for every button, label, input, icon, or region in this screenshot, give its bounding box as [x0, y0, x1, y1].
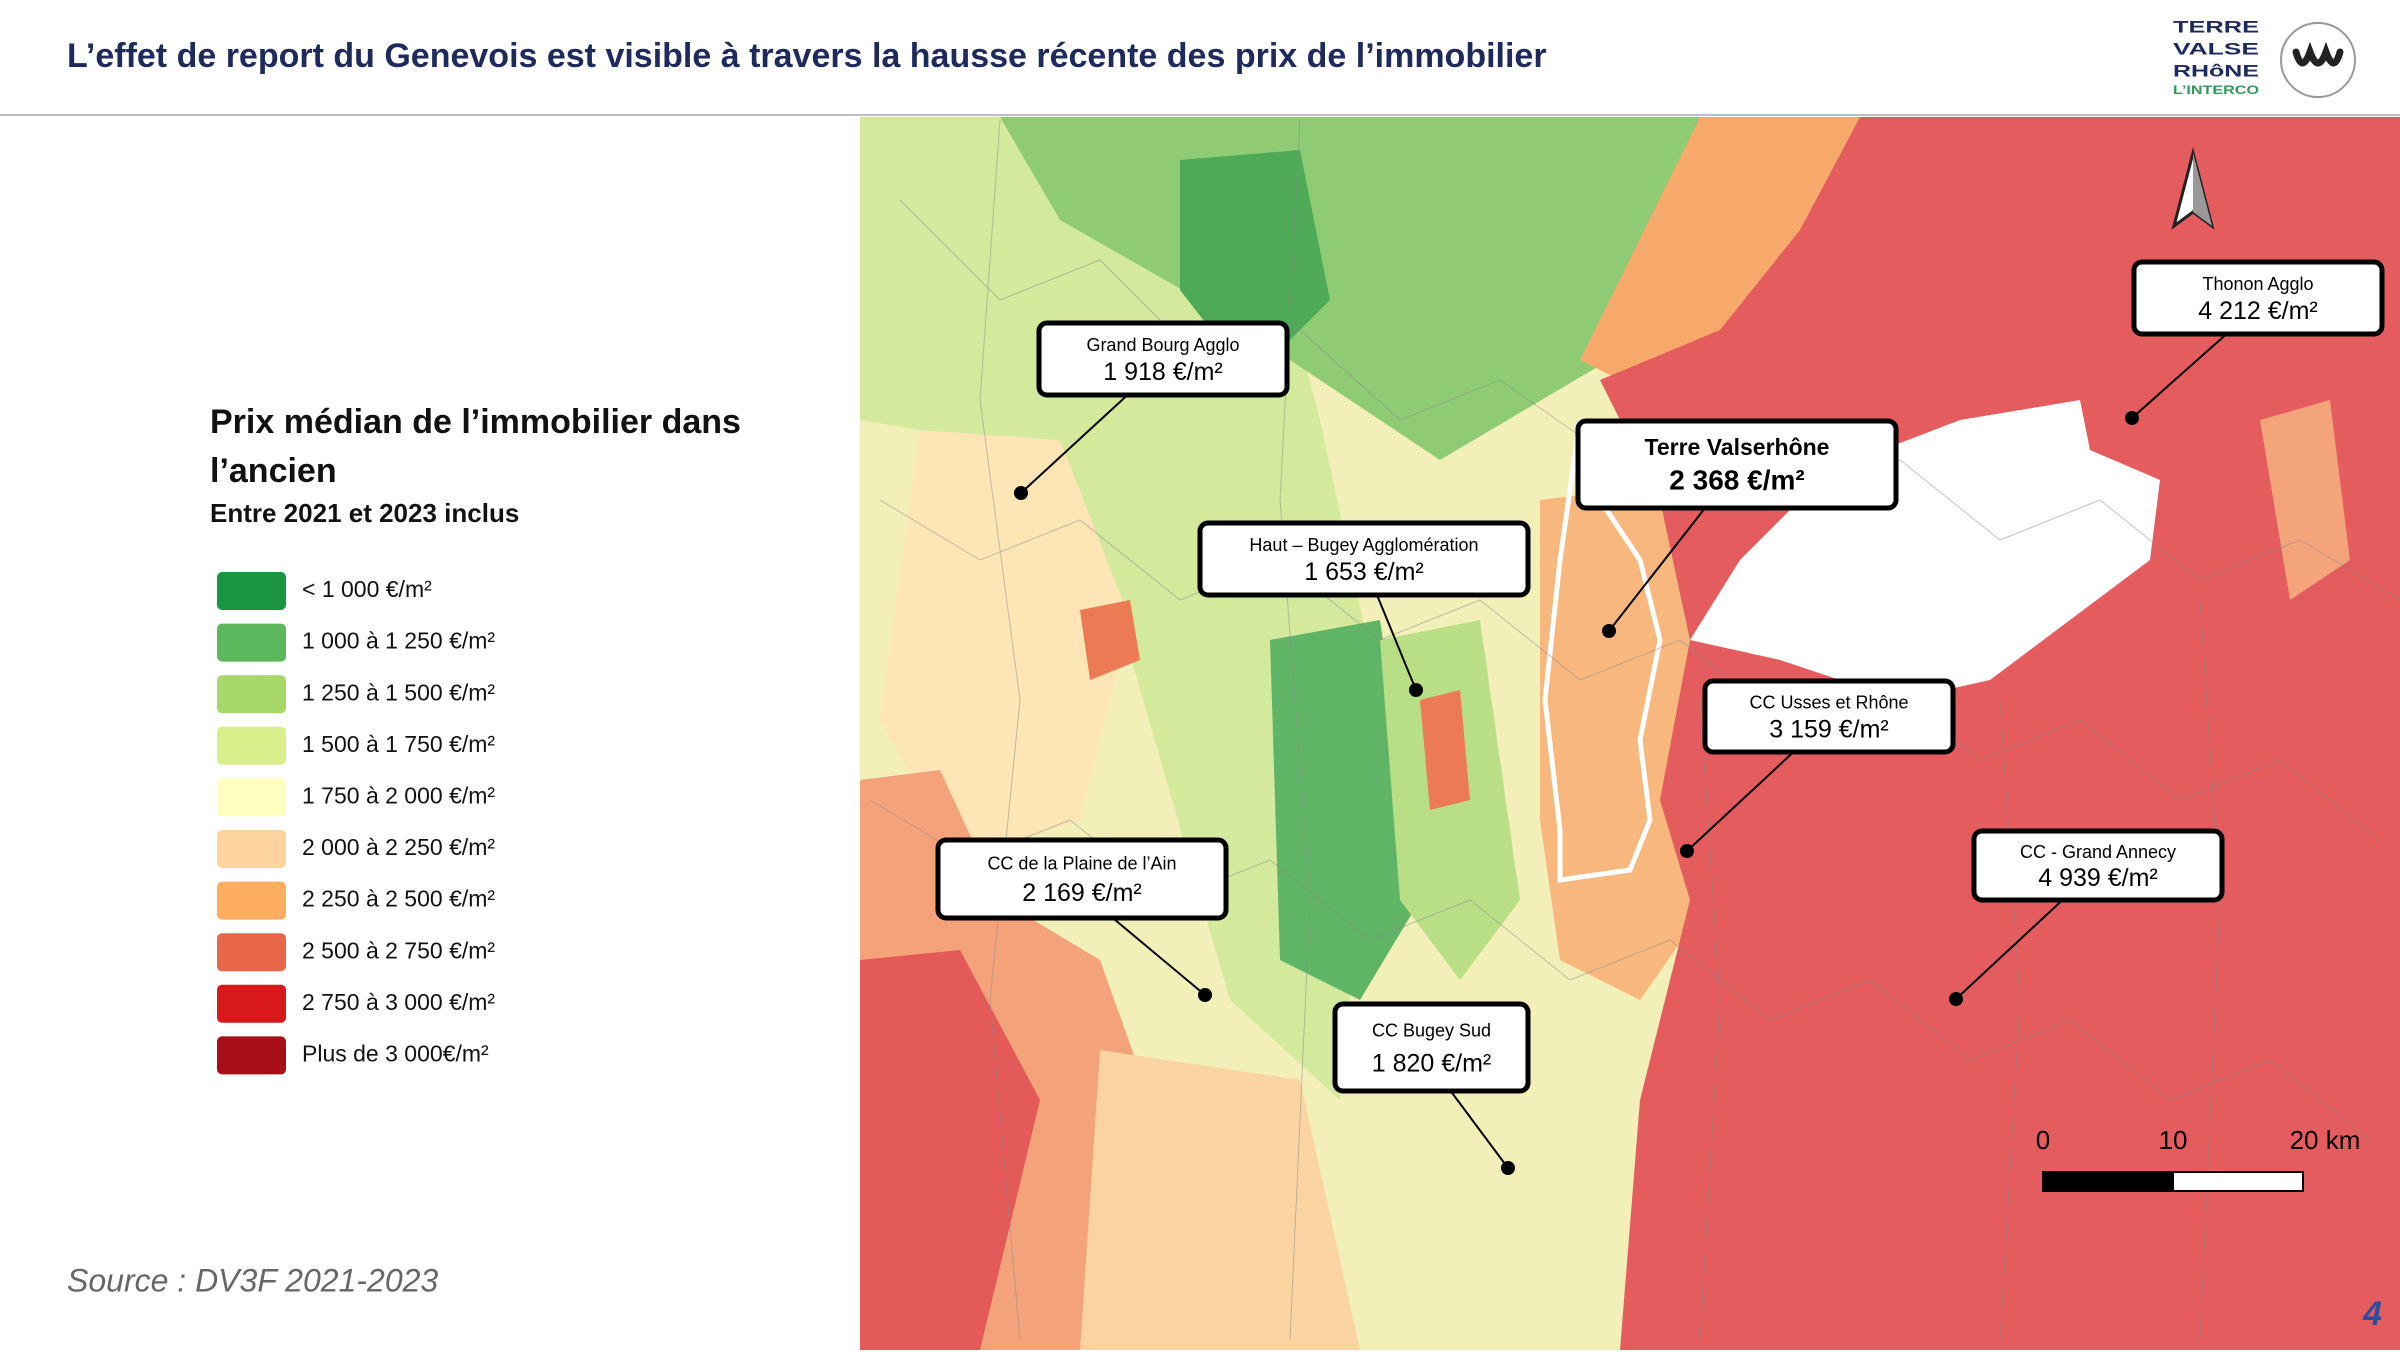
callout-value: 2 368 €/m²	[1669, 464, 1804, 495]
map-zone	[860, 950, 1040, 1350]
legend-label: 2 750 à 3 000 €/m²	[302, 989, 495, 1015]
callout-value: 1 918 €/m²	[1103, 358, 1223, 386]
map-zone	[1580, 117, 1900, 380]
callout-name: CC Usses et Rhône	[1749, 692, 1908, 712]
slide-title: L’effet de report du Genevois est visibl…	[67, 37, 1547, 75]
map-zone	[1540, 480, 1710, 1000]
callout-name: Grand Bourg Agglo	[1086, 335, 1239, 355]
leader-line	[1686, 751, 1795, 852]
callout-box	[1971, 828, 2225, 903]
legend-swatch	[217, 881, 286, 920]
callout-name: Terre Valserhône	[1645, 434, 1830, 460]
territory-outline	[1542, 419, 1663, 883]
map-zone	[2260, 400, 2350, 600]
callout-name: Haut – Bugey Agglomération	[1249, 535, 1478, 555]
location-dot	[1014, 486, 1028, 500]
callout-box	[1197, 520, 1531, 598]
legend-swatch	[217, 984, 286, 1023]
legend-label: Plus de 3 000€/m²	[302, 1040, 489, 1066]
callout-name: Thonon Agglo	[2202, 274, 2313, 294]
logo-text: RHôNE	[2173, 61, 2259, 80]
callout-box	[1332, 1001, 1531, 1094]
callout-value: 2 169 €/m²	[1022, 879, 1142, 907]
map-zone	[1080, 600, 1140, 680]
location-dot	[1501, 1161, 1515, 1175]
legend-label: < 1 000 €/m²	[302, 576, 432, 602]
legend-label: 1 000 à 1 250 €/m²	[302, 628, 495, 654]
location-dot	[1198, 988, 1212, 1002]
legend-title: Prix médian de l’immobilier dans	[210, 403, 741, 441]
legend: Prix médian de l’immobilier dans l’ancie…	[210, 403, 741, 1075]
legend-label: 1 500 à 1 750 €/m²	[302, 731, 495, 757]
legend-swatch	[217, 778, 286, 817]
leader-line	[1955, 899, 2064, 1000]
legend-swatch	[217, 572, 286, 610]
callout-name: CC Bugey Sud	[1372, 1021, 1491, 1041]
north-arrow	[2193, 153, 2212, 226]
scale-label: 0	[2036, 1125, 2050, 1155]
location-dot	[1602, 624, 1616, 638]
map: 0 10 20 km Grand Bourg Agglo 1 918 €/m² Te…	[860, 117, 2400, 1350]
legend-swatch	[217, 933, 286, 972]
logo-text: VALSE	[2173, 39, 2259, 58]
legend-swatch	[217, 623, 286, 662]
callouts: Grand Bourg Agglo 1 918 €/m² Terre Valserh…	[935, 259, 2385, 1175]
legend-label: 1 750 à 2 000 €/m²	[302, 782, 495, 808]
callout-value: 1 653 €/m²	[1304, 558, 1424, 586]
scale-label: 20 km	[2290, 1125, 2361, 1155]
leader-line	[1449, 1090, 1509, 1169]
legend-label: 1 250 à 1 500 €/m²	[302, 679, 495, 705]
logo-text: L’INTERCO	[2173, 83, 2259, 97]
source: Source : DV3F 2021-2023	[67, 1262, 438, 1298]
location-dot	[1409, 683, 1423, 697]
legend-title: l’ancien	[210, 452, 337, 490]
callout-value: 4 939 €/m²	[2038, 864, 2158, 892]
logo-icon	[2292, 41, 2344, 67]
page-number: 4	[2362, 1295, 2382, 1333]
callout-value: 4 212 €/m²	[2198, 297, 2318, 325]
legend-swatch	[217, 675, 286, 714]
location-dot	[1949, 992, 1963, 1006]
legend-label: 2 500 à 2 750 €/m²	[302, 937, 495, 963]
callout-box	[935, 837, 1229, 921]
callout-value: 3 159 €/m²	[1769, 715, 1889, 743]
map-zone	[1270, 620, 1420, 1000]
map-zone	[1420, 690, 1470, 810]
borders	[869, 119, 2400, 1341]
callout-name: CC de la Plaine de l’Ain	[987, 854, 1176, 874]
legend-swatch	[217, 1036, 286, 1075]
callout-box	[1036, 320, 1290, 398]
leader-line	[1376, 594, 1417, 691]
map-zone	[1000, 117, 1700, 460]
leader-line	[2131, 333, 2228, 419]
legend-subtitle: Entre 2021 et 2023 inclus	[210, 498, 519, 528]
location-dot	[2125, 411, 2139, 425]
location-dot	[1680, 844, 1694, 858]
leader-line	[1608, 507, 1706, 632]
scale-bar	[2172, 1171, 2304, 1192]
legend-label: 2 000 à 2 250 €/m²	[302, 834, 495, 860]
callout-box	[2131, 259, 2385, 337]
scale-bar	[2042, 1171, 2174, 1192]
legend-swatch	[217, 726, 286, 765]
leader-line	[1020, 394, 1129, 494]
callout-box	[1702, 678, 1956, 755]
legend-label: 2 250 à 2 500 €/m²	[302, 886, 495, 912]
lake	[1690, 400, 2160, 700]
map-zone	[1080, 1050, 1360, 1350]
logo: TERRE VALSE RHôNE L’INTERCO	[2173, 17, 2356, 98]
scale-label: 10	[2159, 1125, 2188, 1155]
legend-swatch	[217, 830, 286, 868]
callout-name: CC - Grand Annecy	[2020, 842, 2176, 862]
logo-text: TERRE	[2173, 17, 2259, 36]
callout-value: 1 820 €/m²	[1372, 1050, 1492, 1078]
leader-line	[1112, 917, 1206, 996]
callout-box	[1575, 418, 1899, 511]
